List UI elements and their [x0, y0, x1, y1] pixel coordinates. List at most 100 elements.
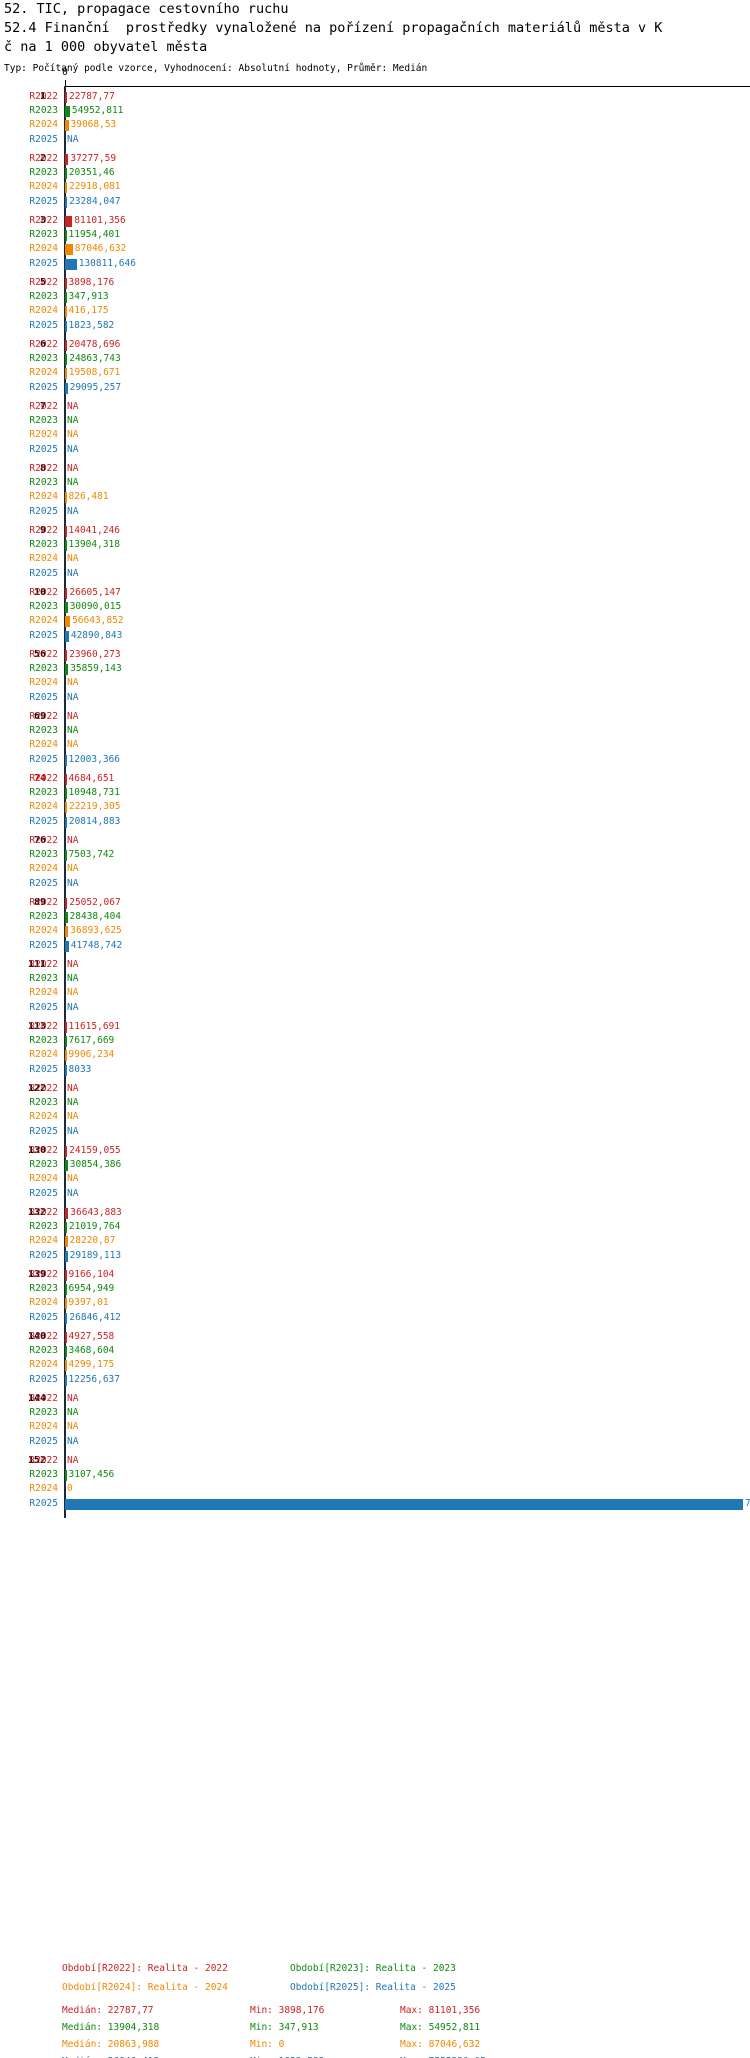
chart-bar: [65, 340, 67, 351]
group-label: 139: [27, 1269, 46, 1280]
row-series-key: R2025: [29, 629, 58, 641]
chart-row: R2023 21019,764: [0, 1220, 750, 1234]
chart-row: R2024 NA: [0, 986, 750, 1000]
bar-value-label: 30854,386: [69, 1159, 122, 1171]
bar-value-label: 12256,637: [68, 1373, 120, 1385]
bar-value-label: 6954,949: [68, 1283, 115, 1295]
chart-bar: [65, 588, 68, 599]
stat-min: Min: 3898,176: [250, 2005, 325, 2016]
group-label: 144: [27, 1393, 46, 1404]
bar-value-label: 416,175: [68, 305, 109, 317]
chart-bar: [65, 1312, 68, 1324]
chart-subtitle: Typ: Počítaný podle vzorce, Vyhodnocení:…: [4, 63, 428, 74]
chart-row: R2024 NA: [0, 428, 750, 442]
chart-bar: [65, 664, 69, 676]
chart-bar: [65, 1064, 67, 1076]
row-series-key: R2025: [29, 1311, 58, 1323]
chart-bar: [65, 1222, 67, 1234]
chart-bar: [65, 602, 68, 614]
group-label: 7: [39, 401, 46, 412]
chart-bar: [65, 1208, 69, 1219]
bar-value-label: 41748,742: [70, 939, 123, 951]
chart-row: R2024 416,175: [0, 304, 750, 318]
bar-value-label: NA: [67, 1125, 79, 1137]
bar-value-label: 3468,604: [68, 1345, 115, 1357]
stat-min: Min: 0: [250, 2039, 285, 2050]
chart-row: R2025 1823,582: [0, 319, 750, 333]
chart-bar: [65, 1332, 67, 1343]
group-label: 152: [27, 1455, 46, 1466]
bar-value-label: NA: [67, 1187, 79, 1199]
row-series-key: R2024: [29, 491, 58, 503]
chart-row: R2022 26605,147: [0, 586, 750, 600]
chart-bar: [65, 940, 69, 952]
bar-value-label: 347,913: [68, 291, 109, 303]
bar-value-label: 26605,147: [69, 587, 121, 598]
row-series-key: R2023: [29, 1221, 58, 1233]
group-label: 2: [39, 153, 46, 164]
row-series-key: R2025: [29, 567, 58, 579]
group-label: 132: [27, 1207, 46, 1218]
group-label: 56: [33, 649, 46, 660]
chart-bar: [65, 1498, 743, 1510]
legend-item: Období[R2025]: Realita - 2025: [290, 1982, 456, 1993]
chart-row: R2025 NA: [0, 443, 750, 457]
row-series-key: R2025: [29, 1001, 58, 1013]
bar-value-label: 81101,356: [74, 215, 126, 226]
bar-value-label: 20351,46: [68, 167, 115, 179]
row-series-key: R2025: [29, 319, 58, 331]
bar-value-label: 9397,01: [68, 1297, 109, 1309]
chart-row: R2022 NA: [0, 710, 750, 724]
row-series-key: R2022: [29, 1083, 58, 1094]
bar-value-label: NA: [67, 973, 79, 985]
row-series-key: R2025: [29, 1125, 58, 1137]
group-label: 89: [33, 897, 46, 908]
chart-bar: [65, 1270, 67, 1281]
bar-value-label: NA: [67, 959, 79, 970]
row-series-key: R2023: [29, 1097, 58, 1109]
chart-bar: [65, 540, 67, 552]
bar-value-label: 11615,691: [68, 1021, 120, 1032]
chart-row: R2023 30090,015: [0, 600, 750, 614]
bar-value-label: 39068,53: [70, 119, 117, 131]
bar-value-label: 3107,456: [68, 1469, 115, 1481]
row-series-key: R2024: [29, 1111, 58, 1123]
chart-row: R2023 3107,456: [0, 1468, 750, 1482]
bar-value-label: 23960,273: [69, 649, 121, 660]
chart-row: R2022 20478,696: [0, 338, 750, 352]
row-series-key: R2025: [29, 257, 58, 269]
chart-bar: [65, 120, 69, 132]
bar-value-label: NA: [67, 443, 79, 455]
row-series-key: R2023: [29, 105, 58, 117]
stat-median: Medián: 26846,412: [62, 2053, 159, 2058]
bar-value-label: NA: [67, 463, 79, 474]
bar-value-label: NA: [67, 1111, 79, 1123]
chart-row: R2023 NA: [0, 972, 750, 986]
bar-value-label: 130811,646: [78, 257, 136, 269]
chart-row: R2025 12256,637: [0, 1373, 750, 1387]
chart-row: R2022 25052,067: [0, 896, 750, 910]
bar-value-label: NA: [67, 401, 79, 412]
row-series-key: R2025: [29, 939, 58, 951]
row-series-key: R2024: [29, 615, 58, 627]
row-series-key: R2025: [29, 1187, 58, 1199]
chart-row: R2022 11615,691: [0, 1020, 750, 1034]
chart-bar: [65, 898, 68, 909]
row-series-key: R2024: [29, 1049, 58, 1061]
chart-bar: [65, 850, 67, 862]
chart-row: R2025 12003,366: [0, 753, 750, 767]
chart-row: R2023 24863,743: [0, 352, 750, 366]
chart-bar: [65, 368, 67, 380]
bar-value-label: NA: [67, 1001, 79, 1013]
row-series-key: R2024: [29, 677, 58, 689]
row-series-key: R2025: [29, 691, 58, 703]
bar-value-label: NA: [67, 1097, 79, 1109]
chart-row: R2022 22787,77: [0, 90, 750, 104]
row-series-key: R2025: [29, 1497, 58, 1509]
stat-min: Min: 347,913: [250, 2022, 319, 2033]
chart-row: R2025 42890,843: [0, 629, 750, 643]
row-series-key: R2025: [29, 381, 58, 393]
chart-row: R2024 9397,01: [0, 1296, 750, 1310]
chart-row: R2025 41748,742: [0, 939, 750, 953]
